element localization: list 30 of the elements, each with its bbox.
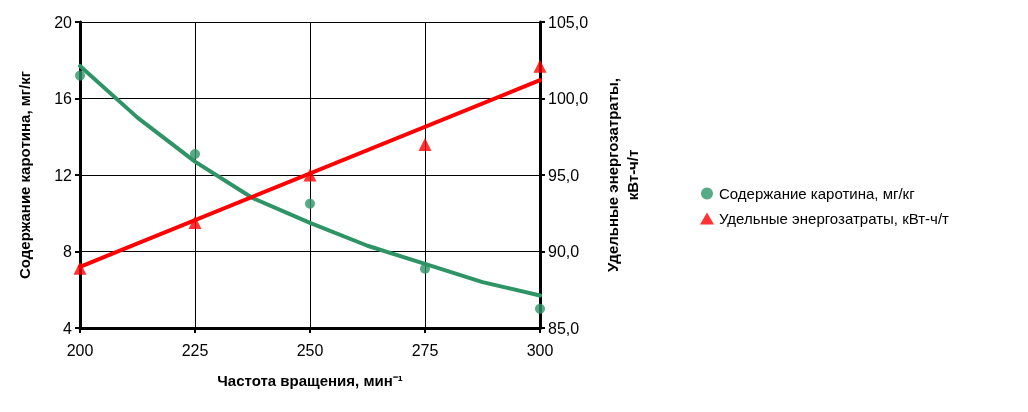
y-tick-label: 4: [63, 319, 73, 337]
x-tick-label: 225: [181, 341, 209, 359]
point: [535, 303, 545, 314]
x-tick-label: 300: [526, 341, 554, 359]
point: [190, 148, 200, 159]
y2-axis-title: Удельные энергозатраты, кВт-ч/т: [603, 77, 641, 273]
point: [418, 137, 432, 151]
point: [303, 168, 317, 182]
y-tick-label: 20: [54, 13, 73, 31]
line-series: [78, 63, 542, 298]
x-tick-label: 275: [411, 341, 439, 359]
point: [75, 70, 85, 81]
x-tick-label: 200: [66, 341, 94, 359]
y2-tick-label: 90,0: [548, 243, 580, 260]
y2-tick-label: 95,0: [548, 166, 580, 184]
legend-label: Содержание каротина, мг/кг: [719, 185, 916, 202]
y-tick-label: 12: [54, 166, 73, 184]
point: [533, 59, 547, 73]
point: [73, 261, 87, 275]
point: [188, 215, 202, 229]
y-axis-title: Содержание каротина, мг/кг: [16, 71, 33, 279]
point: [305, 198, 315, 209]
x-axis-title: Частота вращения, мин⁻¹: [217, 372, 403, 389]
y2-tick-label: 85,0: [548, 319, 580, 337]
y2-tick-label: 105,0: [548, 13, 589, 31]
y-tick-label: 16: [54, 90, 73, 107]
y-tick-label: 8: [63, 243, 73, 260]
legend-label: Удельные энергозатраты, кВт-ч/т: [719, 210, 950, 227]
y2-tick-label: 100,0: [548, 90, 589, 107]
x-tick-label: 250: [296, 341, 324, 359]
